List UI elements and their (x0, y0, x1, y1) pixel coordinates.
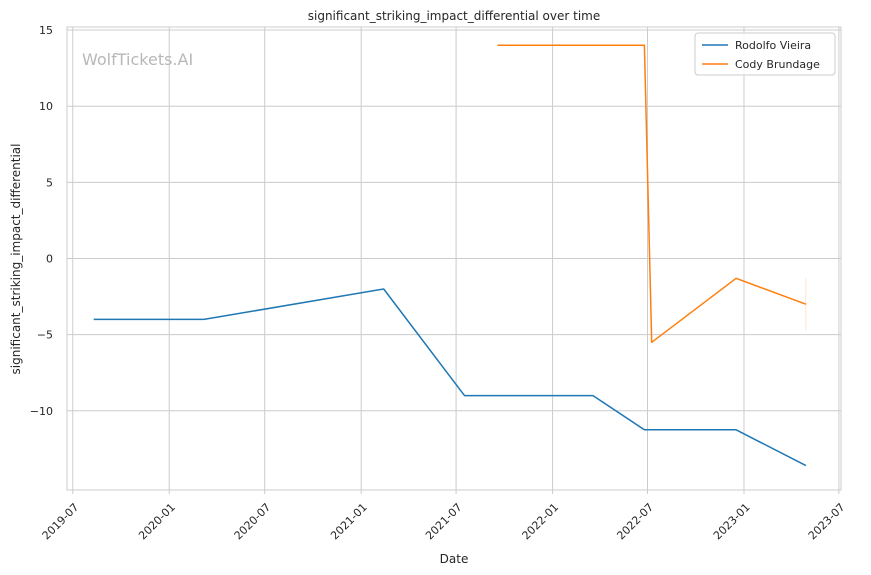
series-layer (93, 44, 807, 467)
series-line-rodolfo-vieira (93, 288, 807, 467)
y-tick-label: −10 (30, 405, 53, 418)
legend: Rodolfo Vieira Cody Brundage (694, 32, 836, 76)
y-axis-ticks: −10 −5 0 5 10 15 (30, 24, 53, 418)
y-tick-label: 10 (39, 100, 53, 113)
y-tick-label: 0 (46, 253, 53, 266)
legend-label-cody-brundage: Cody Brundage (735, 58, 820, 71)
watermark: WolfTickets.AI (82, 50, 193, 69)
series-line-cody-brundage (497, 44, 807, 344)
y-tick-label: −5 (37, 329, 53, 342)
chart-title: significant_striking_impact_differential… (308, 9, 600, 23)
plot-frame (66, 26, 842, 491)
grid (67, 27, 841, 490)
y-tick-label: 15 (39, 24, 53, 37)
legend-label-rodolfo-vieira: Rodolfo Vieira (735, 39, 811, 52)
y-tick-label: 5 (46, 176, 53, 189)
x-axis-title: Date (440, 552, 469, 566)
legend-box (694, 32, 836, 76)
y-axis-title: significant_striking_impact_differential (9, 144, 23, 375)
